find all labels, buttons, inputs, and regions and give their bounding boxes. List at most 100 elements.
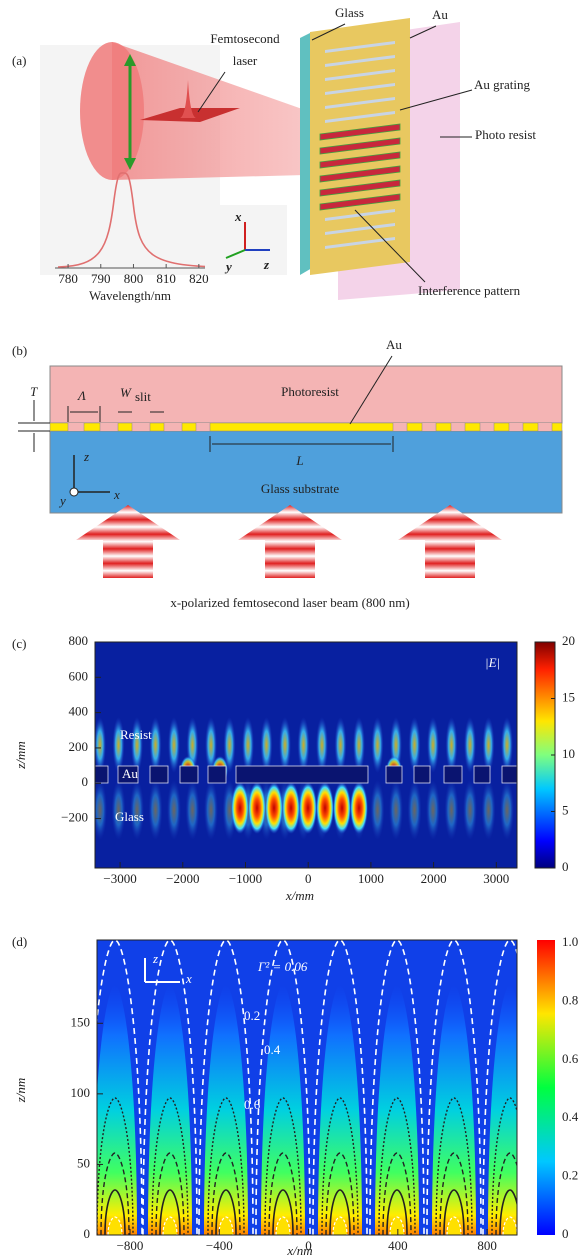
- au-block: [501, 765, 517, 784]
- caption: x-polarized femtosecond laser beam (800 …: [170, 595, 409, 610]
- laser-arrow: [76, 505, 180, 578]
- grating-line: [325, 55, 395, 67]
- field-lobe: [112, 717, 125, 773]
- contour: [272, 1189, 294, 1235]
- au-strip: [464, 422, 481, 432]
- au-block: [95, 765, 109, 784]
- contour: [215, 1189, 237, 1235]
- x-tick-label: 2000: [421, 871, 447, 886]
- label: Au: [432, 7, 448, 22]
- contour: [482, 940, 517, 1235]
- heatmap: [97, 940, 517, 1235]
- contour-label: 0.2: [244, 1008, 260, 1023]
- intensity-column: [375, 985, 419, 1235]
- field-lobe: [501, 717, 513, 773]
- field-lobe: [370, 780, 385, 840]
- intensity-column: [97, 985, 137, 1235]
- contour: [211, 1152, 241, 1235]
- colorbar-label: 15: [562, 689, 575, 704]
- contour: [426, 940, 482, 1235]
- contour: [104, 1189, 126, 1235]
- axis-title: z/nm: [13, 1078, 28, 1104]
- panel-label: (a): [12, 53, 26, 68]
- leader: [354, 209, 426, 283]
- contour: [151, 1097, 189, 1235]
- colorbar-label: 5: [562, 802, 569, 817]
- arrowhead: [124, 158, 136, 170]
- label: Interference pattern: [418, 283, 521, 298]
- field-lobe: [242, 717, 254, 773]
- y-tick-label: 0: [82, 774, 89, 789]
- contour-label: 0.6: [244, 1097, 261, 1112]
- field-lobe: [334, 717, 347, 773]
- au-block: [207, 765, 227, 784]
- au-block: [149, 765, 169, 784]
- field-lobe: [482, 717, 495, 773]
- axis-label: z: [83, 449, 89, 464]
- contour: [107, 1216, 123, 1235]
- heatmap: [95, 717, 517, 840]
- au-strip: [406, 422, 423, 432]
- contour: [329, 1189, 351, 1235]
- axis-title: Wavelength/nm: [89, 288, 171, 303]
- au-strip: [149, 422, 165, 432]
- x-tick-label: −400: [206, 1238, 233, 1253]
- glass-edge: [300, 32, 312, 275]
- field-hotspot: [265, 782, 283, 834]
- y-tick-label: 100: [71, 1085, 91, 1100]
- panel-d: (d) Γ² = 0.06 0.2 0.4 0.6 z x x/nm z/nm …: [12, 934, 579, 1258]
- panel-c: (c) |E| Resist Au Glass x/mm z/mm −3000 −…: [12, 633, 575, 903]
- panel-a: (a) Femtosecond laser Wavelength/nm 780 7…: [12, 5, 536, 303]
- contour: [100, 1152, 130, 1235]
- intensity-column: [432, 985, 476, 1235]
- photoresist: [49, 365, 563, 424]
- contour: [435, 1097, 473, 1235]
- au-strip: [209, 422, 394, 432]
- y-tick-label: 0: [84, 1226, 91, 1241]
- tick-label: 810: [156, 271, 176, 286]
- panel-label: (b): [12, 343, 27, 358]
- grating-line: [325, 69, 395, 81]
- grating-line: [325, 223, 395, 235]
- contour: [155, 1152, 185, 1235]
- contour: [312, 940, 368, 1235]
- laser-arrows: [76, 505, 502, 578]
- field-lobe: [168, 717, 180, 773]
- au-block: [385, 765, 403, 784]
- label: Photoresist: [281, 384, 339, 399]
- dim-label: W: [120, 385, 132, 400]
- leader: [409, 25, 437, 39]
- contour: [255, 940, 311, 1235]
- x-tick-label: 400: [388, 1238, 408, 1253]
- tick-label: 780: [58, 271, 78, 286]
- field-lobe: [279, 717, 291, 773]
- x-tick-label: 0: [305, 871, 312, 886]
- contour: [321, 1097, 359, 1235]
- grating-line: [325, 97, 395, 109]
- colorbar-label: 20: [562, 633, 575, 648]
- laser-arrow: [398, 505, 502, 578]
- au-strip: [522, 422, 539, 432]
- interference-stripe: [319, 179, 401, 197]
- panel-label: (d): [12, 934, 27, 949]
- colorbar-label: 0.4: [562, 1109, 579, 1124]
- contour: [97, 1097, 134, 1235]
- intensity-column: [148, 985, 192, 1235]
- leader: [311, 23, 346, 41]
- tick-label: 790: [91, 271, 111, 286]
- field-lobe: [407, 780, 422, 840]
- field-hotspot: [350, 782, 368, 834]
- leader: [399, 89, 473, 111]
- label: Au grating: [474, 77, 530, 92]
- field-lobe: [389, 780, 403, 840]
- x-tick-label: −1000: [229, 871, 262, 886]
- axis-title: x/nm: [286, 1243, 312, 1258]
- contour: [332, 1216, 348, 1235]
- contour: [268, 1152, 298, 1235]
- ticks: −800 −400 0 400 800 0 50 100 150 0 0.2 0.4 0.6 0.8 1.0: [71, 934, 579, 1253]
- contour: [495, 1152, 517, 1235]
- x-tick-label: 0: [305, 1238, 312, 1253]
- au-strip: [181, 422, 197, 432]
- grating-line: [325, 237, 395, 249]
- panel-label: (c): [12, 636, 26, 651]
